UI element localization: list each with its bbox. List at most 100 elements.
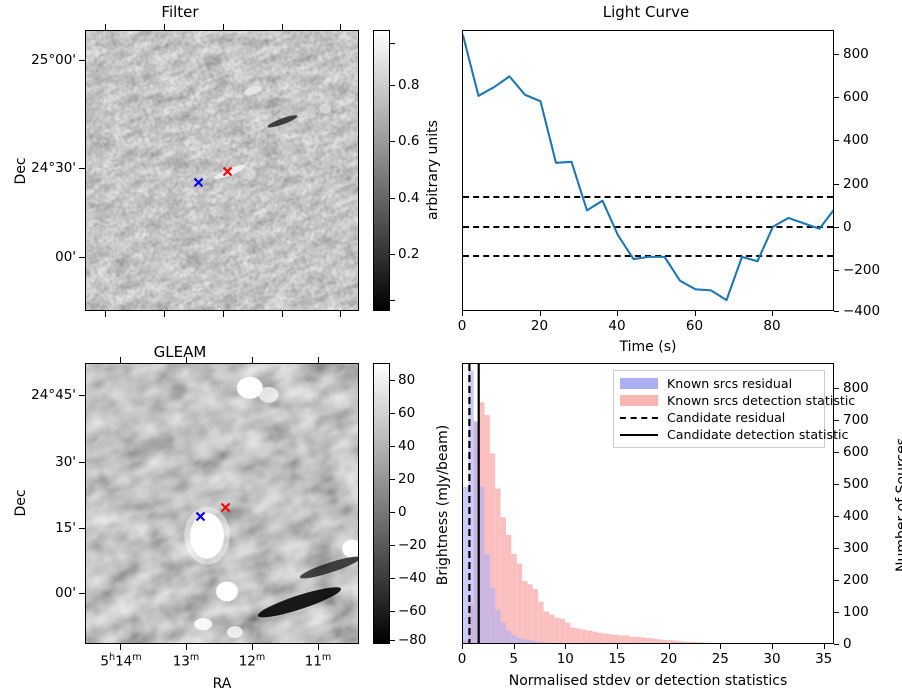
hist-ytick-label-8: 800	[843, 380, 869, 396]
gleam-cbar-label-5: −20	[398, 537, 427, 553]
panel-light-curve: Light Curve 0 20 40 60 80 Time (s) 800	[451, 0, 902, 355]
filter-cbar-label-1: 0.6	[398, 133, 420, 149]
hist-xtick-6	[772, 644, 774, 649]
filter-xtick-bot-2	[223, 311, 225, 317]
hist-ytick-label-7: 700	[843, 412, 869, 428]
gleam-xtick-min-3: 11	[304, 653, 322, 670]
filter-xtick-top-2	[223, 24, 225, 30]
filter-xtick-bot-3	[282, 311, 284, 317]
lc-ytick-5	[834, 269, 839, 272]
lc-xtick-label-1: 20	[530, 318, 549, 334]
light-curve-line	[463, 34, 833, 302]
panel-filter: Filter	[0, 0, 451, 350]
histogram-legend: Known srcs residual Known srcs detection…	[613, 370, 855, 448]
filter-sky-image-axes	[85, 30, 359, 311]
hist-xtick-label-6: 30	[763, 651, 781, 667]
gleam-cbar-label-4: 0	[398, 504, 407, 520]
gleam-colorbar	[373, 363, 390, 644]
gleam-xlabel: RA	[212, 676, 232, 692]
panel-gleam: GLEAM	[0, 340, 451, 699]
legend-swatch-known-srcs-residual	[620, 378, 658, 389]
lc-xtick-3	[694, 311, 696, 316]
legend-item-1: Known srcs detection statistic	[620, 392, 855, 409]
hist-xtick-0	[462, 644, 464, 649]
gleam-cbar-label-6: −40	[398, 570, 427, 586]
filter-colorbar-label: arbitrary units	[425, 120, 441, 220]
gleam-xtick-min-unit: m	[132, 652, 142, 663]
filter-ytick-0	[79, 60, 85, 62]
hist-xtick-2	[565, 644, 567, 649]
histogram-bars	[463, 364, 716, 643]
filter-cbar-label-0: 0.8	[398, 77, 420, 93]
filter-ytick-label-1: 24°30'	[31, 160, 76, 176]
hist-ytick-5	[834, 484, 839, 486]
filter-ytick-label-0: 25°00'	[31, 52, 76, 68]
legend-swatch-known-srcs-detection-statistic	[620, 395, 658, 406]
filter-xtick-bot-0	[105, 311, 107, 317]
lc-xtick-2	[617, 311, 619, 316]
filter-ytick-2	[79, 257, 85, 259]
gleam-cbar-tick-6	[390, 578, 395, 580]
hist-ytick-0	[834, 644, 839, 646]
legend-line-candidate-detection-statistic	[620, 429, 658, 440]
lc-ytick-label-3: 200	[843, 175, 869, 192]
filter-xtick-bot-1	[164, 311, 166, 317]
gleam-sky-image	[86, 364, 358, 643]
hist-ytick-label-6: 600	[843, 444, 869, 460]
hist-xtick-label-3: 15	[608, 651, 626, 667]
gleam-cbar-tick-1	[390, 413, 395, 415]
gleam-xtick-top-0	[120, 357, 122, 363]
gleam-cbar-tick-2	[390, 446, 395, 448]
gleam-ytick-2	[79, 528, 85, 530]
filter-cbar-tick-2	[390, 198, 395, 200]
gleam-xtick-min-2: 12	[238, 653, 256, 670]
hist-ytick-2	[834, 580, 839, 582]
gleam-cbar-label-3: 20	[398, 471, 416, 487]
lc-ytick-6	[834, 311, 839, 313]
filter-panel-title: Filter	[161, 3, 199, 21]
gleam-ytick-label-2: 15'	[55, 520, 76, 536]
hist-ytick-label-4: 400	[843, 508, 869, 524]
filter-colorbar	[373, 30, 390, 311]
legend-label-0: Known srcs residual	[667, 376, 793, 391]
light-curve-negative-threshold	[463, 254, 833, 257]
lc-ytick-4	[834, 226, 839, 228]
legend-label-1: Known srcs detection statistic	[667, 393, 856, 408]
gleam-ytick-1	[79, 462, 85, 464]
filter-ytick-1	[79, 168, 85, 170]
gleam-xtick-min-unit-1: m	[189, 652, 200, 663]
filter-cbar-tick-0	[390, 85, 395, 87]
filter-xtick-top-3	[282, 24, 284, 30]
gleam-xtick-label-3: 11m	[288, 652, 348, 670]
gleam-panel-title: GLEAM	[153, 343, 207, 361]
lc-xtick-4	[772, 311, 774, 316]
lc-xtick-label-4: 80	[763, 318, 781, 334]
hist-ytick-1	[834, 612, 839, 614]
gleam-xtick-top-2	[252, 357, 254, 363]
hist-xtick-1	[513, 644, 515, 649]
gleam-xtick-hour-unit: h	[108, 652, 116, 663]
gleam-cbar-label-2: 40	[398, 438, 416, 454]
filter-cbar-tick-3	[390, 254, 395, 256]
hist-ytick-8	[834, 388, 839, 390]
light-curve-panel-title: Light Curve	[602, 3, 690, 21]
gleam-cbar-tick-8	[390, 640, 395, 642]
lc-ytick-label-4: 0	[843, 218, 852, 235]
gleam-xtick-2	[252, 644, 254, 650]
gleam-ytick-0	[79, 395, 85, 397]
hist-ytick-label-1: 100	[843, 604, 869, 620]
gleam-xtick-top-3	[318, 357, 320, 363]
lc-xtick-label-3: 60	[685, 318, 704, 334]
filter-xtick-top-1	[164, 24, 166, 30]
legend-item-0: Known srcs residual	[620, 375, 818, 392]
gleam-ytick-label-0: 24°45'	[31, 387, 76, 403]
hist-xtick-4	[668, 644, 670, 649]
gleam-xtick-label-0: 5h14m	[85, 652, 157, 670]
hist-xtick-3	[617, 644, 619, 649]
hist-ytick-label-2: 200	[843, 572, 869, 588]
gleam-xtick-1	[186, 644, 188, 650]
legend-label-2: Candidate residual	[667, 410, 786, 425]
gleam-xtick-min-unit-3: m	[321, 652, 332, 663]
legend-label-3: Candidate detection statistic	[667, 427, 849, 442]
legend-line-candidate-residual	[620, 412, 658, 423]
